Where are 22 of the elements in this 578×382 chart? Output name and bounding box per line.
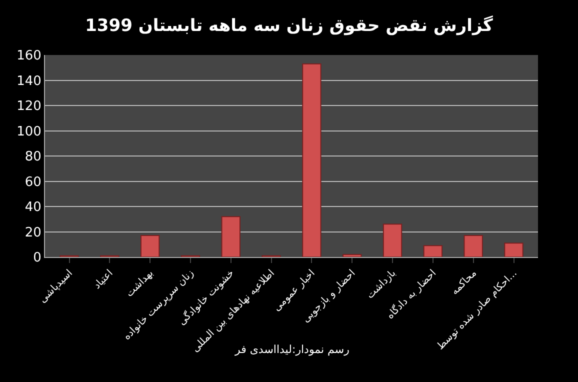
chart-title: گزارش نقض حقوق زنان سه ماهه تابستان 1399	[85, 15, 494, 36]
x-tick-label: بازداشت	[364, 268, 398, 302]
x-tick-label: اعتیاد	[92, 268, 116, 292]
bar	[423, 245, 443, 257]
bar	[382, 224, 402, 257]
y-tick-label: 0	[33, 250, 42, 266]
bar	[302, 63, 322, 257]
bar	[504, 242, 524, 257]
y-tick-label: 160	[16, 48, 42, 64]
y-tick-label: 140	[16, 74, 42, 89]
x-tick-label: اسیدپاشی	[37, 268, 75, 306]
text: رسم نمودار:لیدااسدی فر	[234, 343, 350, 356]
bar	[140, 235, 160, 257]
y-tick-label: 80	[24, 150, 42, 165]
y-tick-label: 100	[16, 124, 42, 140]
y-tick-label: 20	[24, 225, 42, 240]
bar	[221, 216, 240, 257]
bar	[464, 235, 483, 257]
y-tick-label: 120	[16, 99, 42, 114]
y-tick-label: 40	[24, 200, 42, 216]
y-tick-label: 60	[24, 174, 42, 190]
bar	[342, 254, 362, 257]
